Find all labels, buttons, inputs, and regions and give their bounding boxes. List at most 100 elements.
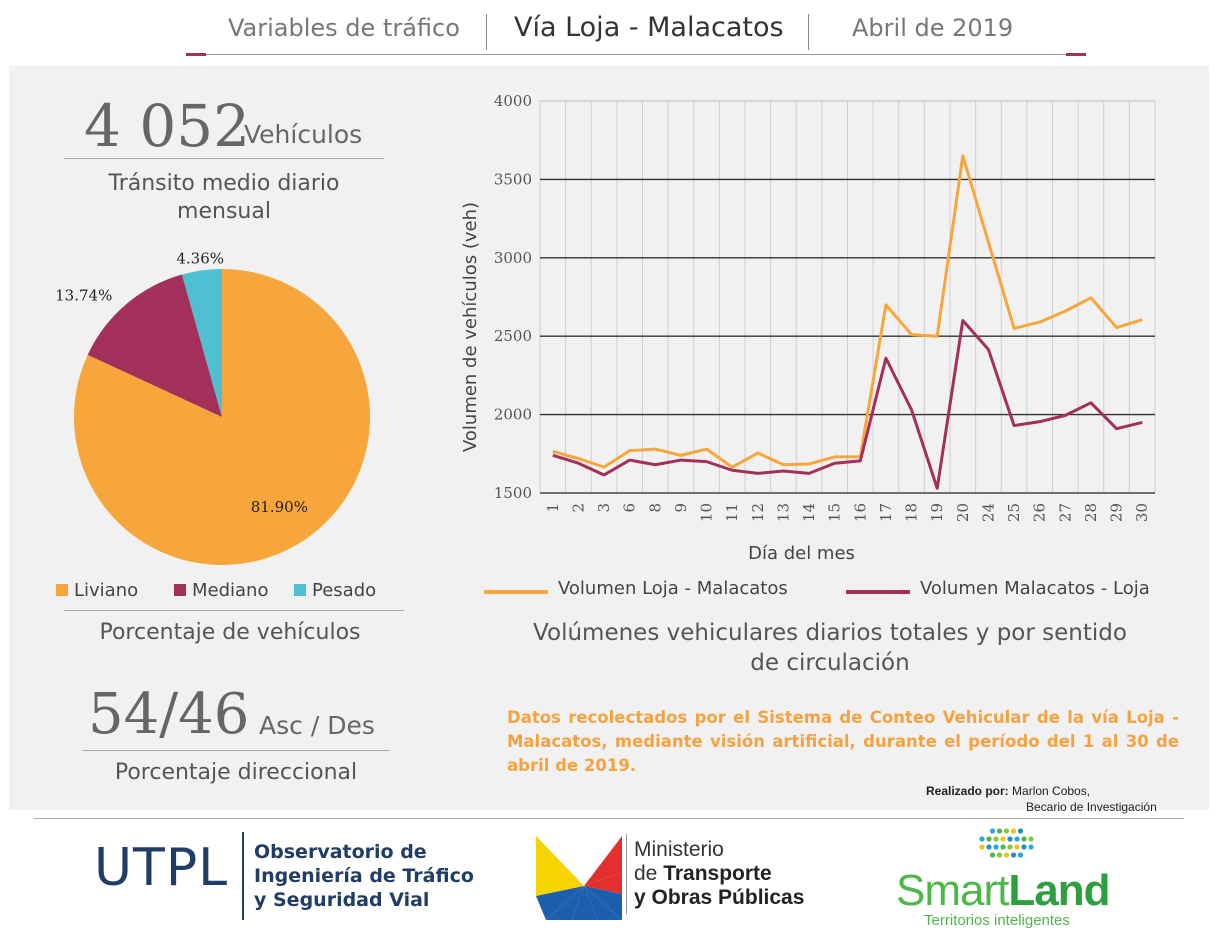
smartland-dot bbox=[996, 828, 1003, 834]
ministerio-transporte-logo-icon bbox=[536, 836, 622, 920]
ministerio-line1: Ministerio bbox=[634, 838, 724, 861]
x-tick-label: 29 bbox=[1108, 503, 1126, 522]
pie-caption: Porcentaje de vehículos bbox=[99, 620, 361, 645]
x-tick-label: 3 bbox=[595, 503, 613, 513]
directional-rule bbox=[82, 750, 390, 751]
pie-legend-swatch bbox=[56, 584, 68, 596]
header-date: Abril de 2019 bbox=[852, 14, 1014, 42]
footer-rule bbox=[34, 818, 1184, 819]
tmdm-unit: Vehículos bbox=[244, 120, 363, 149]
x-tick-label: 2 bbox=[569, 503, 587, 513]
header-separator bbox=[808, 14, 809, 50]
observatorio-name: Observatorio de Ingeniería de Tráfico y … bbox=[254, 840, 474, 912]
x-tick-label: 28 bbox=[1082, 503, 1100, 522]
y-axis-title: Volumen de vehículos (veh) bbox=[460, 202, 481, 452]
pie-legend-swatch bbox=[174, 584, 186, 596]
pie-legend-swatch bbox=[294, 584, 306, 596]
x-tick-label: 11 bbox=[723, 503, 741, 522]
header-title: Vía Loja - Malacatos bbox=[514, 12, 784, 43]
x-tick-label: 12 bbox=[749, 503, 767, 522]
x-tick-label: 13 bbox=[774, 503, 792, 522]
smartland-dot bbox=[1010, 828, 1017, 834]
vehicle-share-pie-chart: 81.90% 13.74% 4.36% bbox=[55, 250, 370, 565]
smartland-dot bbox=[1014, 844, 1020, 850]
tmdm-rule bbox=[64, 158, 384, 159]
directional-caption: Porcentaje direccional bbox=[114, 760, 358, 785]
x-tick-label: 27 bbox=[1056, 503, 1074, 522]
x-tick-label: 10 bbox=[698, 503, 716, 522]
pie-label-liviano: 81.90% bbox=[251, 498, 308, 516]
x-tick-label: 26 bbox=[1031, 503, 1049, 522]
x-tick-label: 15 bbox=[826, 503, 844, 522]
x-tick-label: 17 bbox=[877, 503, 895, 522]
x-tick-label: 25 bbox=[1005, 503, 1023, 522]
line-legend-swatch-loja-malacatos bbox=[484, 590, 548, 594]
line-caption-line1: Volúmenes vehiculares diarios totales y … bbox=[533, 620, 1127, 646]
x-axis-title: Día del mes bbox=[748, 543, 855, 564]
smartland-dot bbox=[1021, 836, 1027, 842]
pie-legend-label: Pesado bbox=[312, 580, 377, 601]
ministerio-line3: y Obras Públicas bbox=[634, 886, 805, 909]
smartland-dot bbox=[1007, 836, 1013, 842]
pie-slice-pesado bbox=[181, 269, 222, 417]
pie-legend-pesado: Pesado bbox=[294, 580, 376, 601]
x-tick-label: 20 bbox=[954, 503, 972, 522]
line-caption-line2: de circulación bbox=[750, 650, 910, 676]
utpl-logo-text: UTPL bbox=[94, 838, 229, 898]
smartland-dot bbox=[1000, 836, 1006, 842]
credit-role: Becario de Investigación bbox=[1026, 800, 1157, 814]
header: Variables de tráfico Vía Loja - Malacato… bbox=[0, 0, 1218, 62]
credit: Realizado por: Marlon Cobos, Becario de … bbox=[926, 783, 1157, 815]
y-tick-label: 3500 bbox=[494, 170, 532, 188]
ministerio-name: Ministerio de Transporte y Obras Pública… bbox=[634, 838, 804, 910]
pie-legend-label: Mediano bbox=[192, 580, 269, 601]
pie-label-mediano: 13.74% bbox=[55, 286, 112, 304]
credit-label: Realizado por: bbox=[926, 784, 1009, 798]
observatorio-line2: Ingeniería de Tráfico bbox=[254, 865, 474, 887]
smartland-tagline: Territorios inteligentes bbox=[924, 912, 1070, 929]
credit-name: Marlon Cobos, bbox=[1012, 784, 1091, 798]
x-tick-label: 1 bbox=[544, 503, 562, 513]
observatorio-line1: Observatorio de bbox=[254, 841, 427, 863]
smartland-dot bbox=[989, 852, 996, 858]
tmdm-value: 4 052 bbox=[84, 92, 251, 160]
smartland-dot bbox=[989, 828, 996, 834]
line-caption: Volúmenes vehiculares diarios totales y … bbox=[480, 618, 1180, 678]
utpl-logo-divider bbox=[242, 832, 244, 920]
directional-value: 54/46 bbox=[88, 682, 250, 747]
smartland-logo-icon bbox=[979, 828, 1034, 858]
smartland-dot bbox=[1003, 828, 1010, 834]
tmdm-caption-line2: mensual bbox=[177, 199, 271, 224]
x-tick-label: 6 bbox=[621, 503, 639, 513]
smartland-dot bbox=[1017, 828, 1024, 834]
observatorio-line3: y Seguridad Vial bbox=[254, 889, 430, 911]
directional-unit: Asc / Des bbox=[259, 711, 375, 740]
smartland-dot bbox=[1000, 844, 1006, 850]
pie-slice-liviano bbox=[73, 269, 370, 565]
header-line-cap bbox=[1066, 53, 1086, 56]
data-source-note: Datos recolectados por el Sistema de Con… bbox=[507, 708, 1179, 775]
header-subject: Variables de tráfico bbox=[228, 14, 460, 42]
smartland-dot bbox=[1028, 836, 1034, 842]
line-legend-malacatos-loja: Volumen Malacatos - Loja bbox=[920, 578, 1150, 599]
smartland-dot bbox=[986, 844, 992, 850]
y-tick-label: 2500 bbox=[494, 327, 532, 345]
smartland-dot bbox=[1017, 852, 1024, 858]
line-legend-loja-malacatos: Volumen Loja - Malacatos bbox=[558, 578, 788, 599]
smartland-smart: Smart bbox=[896, 866, 1009, 915]
header-underline bbox=[186, 54, 1086, 55]
series-line-malacatos-loja bbox=[552, 319, 1143, 490]
header-separator bbox=[486, 14, 487, 50]
x-tick-label: 16 bbox=[851, 503, 869, 522]
header-line-cap bbox=[186, 53, 206, 56]
x-tick-label: 19 bbox=[928, 503, 946, 522]
tmdm-caption-line1: Tránsito medio diario bbox=[108, 171, 340, 196]
ministerio-line2-b: Transporte bbox=[663, 862, 772, 885]
smartland-dot bbox=[1028, 844, 1034, 850]
x-tick-label: 9 bbox=[672, 503, 690, 513]
pie-rule bbox=[64, 610, 404, 611]
pie-legend-liviano: Liviano bbox=[56, 580, 138, 601]
line-legend-swatch-malacatos-loja bbox=[846, 590, 910, 594]
smartland-dot bbox=[986, 836, 992, 842]
pie-slice-mediano bbox=[87, 274, 222, 417]
